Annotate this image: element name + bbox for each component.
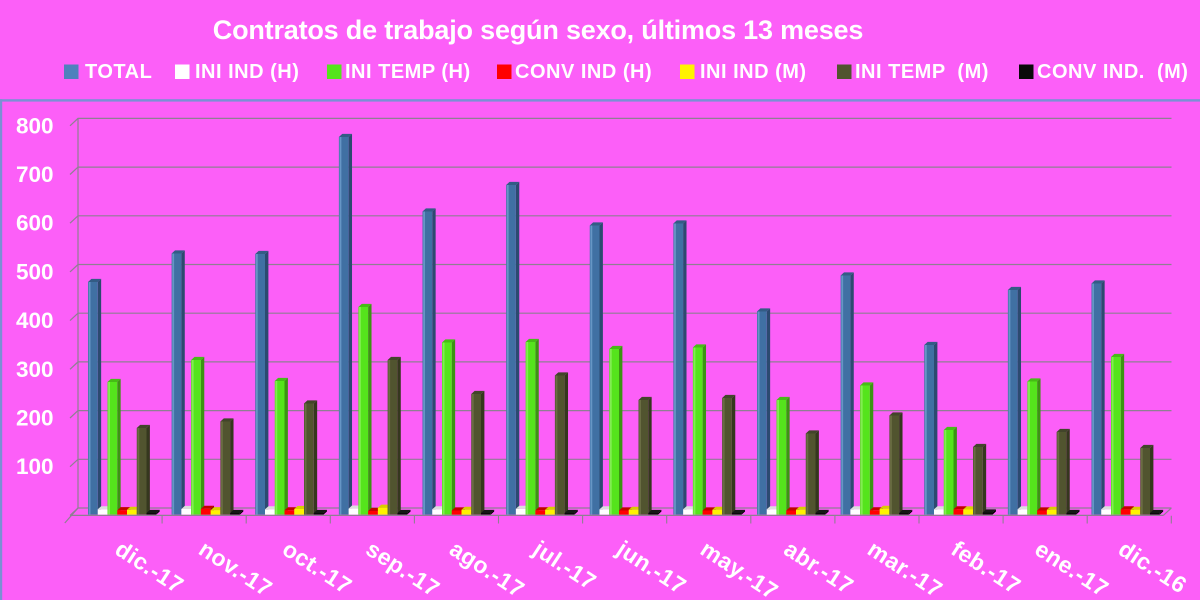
svg-text:Contratos de trabajo según sex: Contratos de trabajo según sexo, últimos… [213, 15, 863, 45]
svg-text:CONV IND. (M): CONV IND. (M) [1037, 61, 1188, 83]
svg-text:600: 600 [16, 211, 54, 236]
svg-text:800: 800 [16, 113, 54, 138]
svg-text:INI TEMP (M): INI TEMP (M) [855, 61, 989, 83]
svg-text:500: 500 [16, 259, 54, 284]
svg-text:TOTAL: TOTAL [85, 61, 152, 83]
svg-text:INI TEMP (H): INI TEMP (H) [345, 61, 471, 83]
svg-text:400: 400 [16, 308, 54, 333]
svg-text:CONV IND (H): CONV IND (H) [515, 61, 652, 83]
svg-text:INI IND (M): INI IND (M) [700, 61, 807, 83]
svg-text:700: 700 [16, 162, 54, 187]
svg-text:300: 300 [16, 357, 54, 382]
svg-text:INI IND (H): INI IND (H) [195, 61, 299, 83]
svg-text:200: 200 [16, 406, 54, 431]
svg-text:100: 100 [16, 454, 54, 479]
